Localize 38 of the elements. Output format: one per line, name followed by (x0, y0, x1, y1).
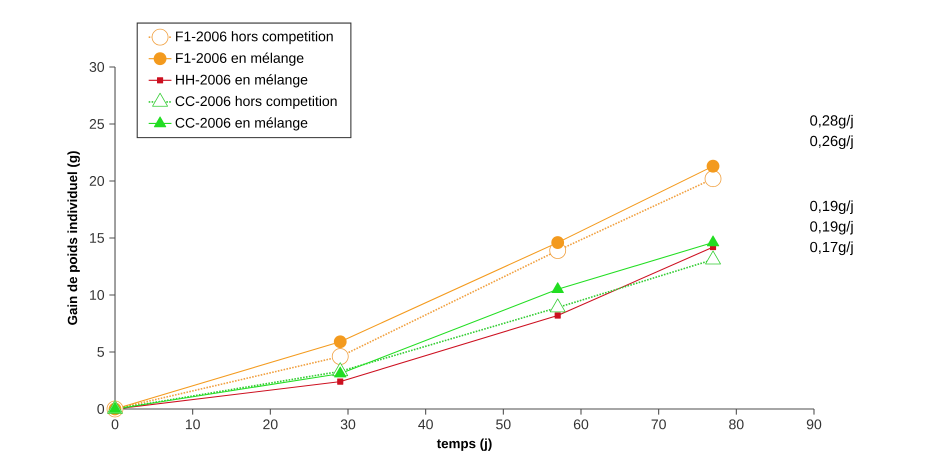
annotation: 0,17g/j (810, 241, 853, 256)
x-axis-title: temps (j) (436, 438, 492, 451)
x-tick-label: 90 (806, 419, 822, 430)
x-tick-label: 80 (729, 419, 744, 430)
x-tick-label: 30 (340, 419, 356, 430)
y-tick-label: 5 (97, 347, 104, 357)
x-tick-label: 40 (418, 419, 433, 430)
y-tick-label: 30 (90, 62, 104, 72)
x-tick-label: 70 (652, 419, 666, 430)
annotation: 0,19g/j (810, 200, 853, 214)
annotation: 0,28g/j (810, 114, 853, 129)
point (552, 282, 564, 294)
x-tick-label: 20 (263, 419, 278, 430)
x-tick-label: 60 (574, 419, 588, 430)
legend-label: HH-2006 en mélange (176, 74, 308, 88)
legend-label: F1-2006 en mélange (176, 52, 304, 66)
x-tick-label: 50 (496, 419, 511, 430)
y-tick-label: 10 (90, 290, 104, 300)
x-tick-label: 10 (186, 419, 200, 430)
point (332, 348, 349, 365)
legend-label: F1-2006 hors competition (176, 31, 333, 44)
point (337, 378, 344, 385)
point (554, 312, 561, 319)
point (706, 160, 720, 173)
y-tick-label: 25 (90, 119, 104, 129)
point (334, 335, 347, 348)
legend-label: CC-2006 en mélange (176, 117, 308, 131)
x-tick-label: 0 (112, 419, 118, 430)
point (704, 170, 722, 188)
annotation: 0,26g/j (810, 135, 853, 150)
annotation: 0,19g/j (810, 220, 853, 235)
point (334, 366, 346, 378)
y-tick-label: 15 (90, 233, 104, 243)
point (551, 236, 564, 249)
y-tick-label: 0 (97, 404, 104, 414)
y-axis-title: Gain de poids individuel (g) (67, 151, 80, 325)
y-tick-label: 20 (90, 176, 104, 186)
legend-label: CC-2006 hors competition (176, 96, 337, 109)
